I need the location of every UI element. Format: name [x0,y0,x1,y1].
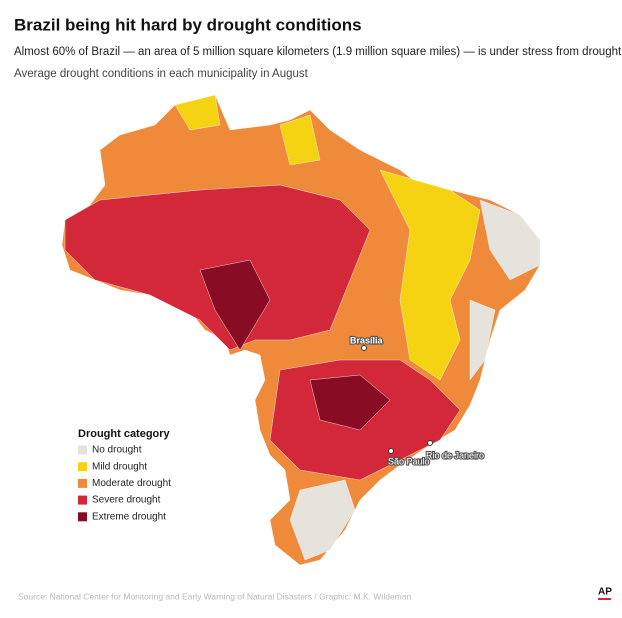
region [289,479,356,561]
subtitle: Almost 60% of Brazil — an area of 5 mill… [14,46,622,58]
region [279,114,321,166]
region [309,374,391,431]
region [199,259,271,351]
region [379,169,481,381]
logo: AP [598,587,612,598]
region [174,94,221,131]
city-dot [427,440,433,446]
city-dot [388,448,394,454]
legend-label: Extreme drought [92,511,166,522]
legend-swatch [78,512,87,522]
region [479,199,541,281]
legend-label: Severe drought [92,495,161,506]
legend-label: Moderate drought [92,478,171,489]
city-label: Brasília [350,335,384,345]
legend: Drought category No drought Mild drought M… [78,428,171,522]
title: Brazil being hit hard by drought conditi… [14,15,362,34]
legend-label: No drought [92,445,142,456]
legend-swatch [78,495,87,505]
cities: Brasília São Paulo Rio de Janeiro [349,334,485,467]
legend-swatch [78,478,87,488]
city-dot [361,345,367,351]
city-label: São Paulo [388,456,430,466]
legend-swatch [78,445,87,455]
legend-label: Mild drought [92,461,147,472]
description: Average drought conditions in each munic… [14,68,309,80]
legend-title: Drought category [78,428,171,440]
region [469,299,496,381]
source: Source: National Center for Monitoring a… [18,591,411,601]
city-label: Rio de Janeiro [426,450,484,460]
legend-swatch [78,462,87,472]
brazil-map [61,94,541,566]
